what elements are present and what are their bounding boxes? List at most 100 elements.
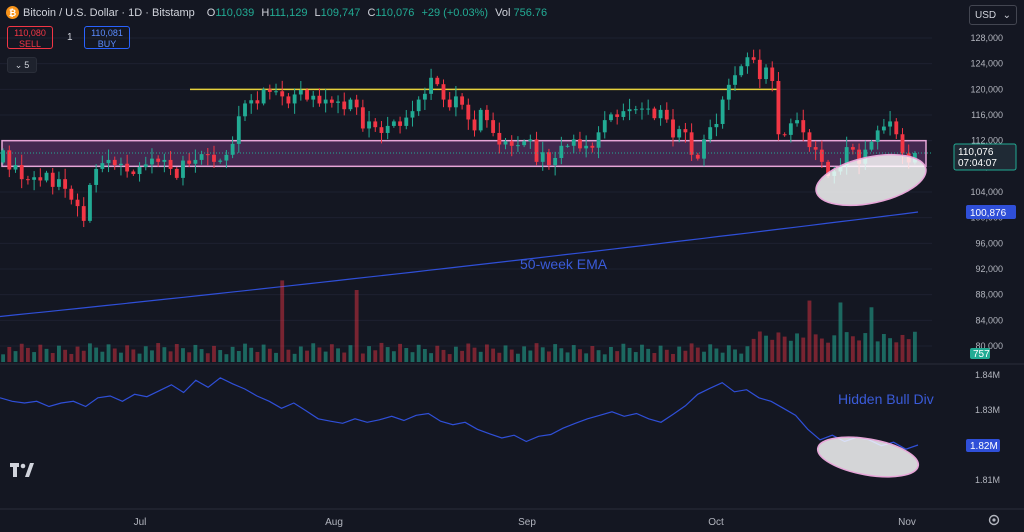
- volume-bar: [243, 343, 247, 362]
- candle-body: [410, 111, 415, 118]
- volume-bar: [391, 351, 396, 362]
- candle-body: [547, 152, 551, 166]
- price-tick-label: 96,000: [975, 238, 1003, 248]
- candle-body: [422, 93, 427, 100]
- price-tick-label: 124,000: [970, 59, 1003, 69]
- volume-bar: [360, 353, 365, 362]
- volume-bar: [367, 346, 371, 362]
- volume-bar: [218, 350, 223, 362]
- candle-body: [50, 172, 55, 187]
- buy-button[interactable]: 110,081 BUY: [84, 26, 130, 49]
- candle-body: [435, 77, 440, 85]
- candle-body: [224, 154, 229, 161]
- volume-bar: [912, 331, 917, 362]
- volume-bar: [571, 345, 576, 362]
- candle: [764, 64, 768, 84]
- candle-body: [243, 103, 247, 117]
- sell-button[interactable]: 110,080 SELL: [7, 26, 53, 49]
- last-price-value: 110,076: [958, 147, 994, 158]
- candle-body: [534, 139, 539, 162]
- time-tick-label: Aug: [325, 517, 343, 528]
- volume-bar: [447, 354, 452, 362]
- volume-readout: 756.76: [513, 6, 548, 19]
- volume-bar: [522, 346, 527, 362]
- candle: [770, 61, 775, 92]
- candle: [528, 134, 533, 149]
- candle: [274, 83, 278, 96]
- candle-body: [764, 67, 768, 80]
- ohlc-readout: O110,039 H111,129 L109,747 C110,076 +29 …: [206, 6, 548, 19]
- candle: [615, 109, 620, 125]
- volume-bar: [745, 346, 750, 362]
- candle-body: [559, 145, 564, 158]
- gear-icon[interactable]: [988, 514, 1000, 526]
- candle-body: [826, 161, 830, 176]
- candle-body: [168, 159, 173, 169]
- candle: [168, 150, 173, 176]
- candle: [174, 166, 179, 180]
- candle-body: [354, 99, 359, 108]
- candle: [398, 116, 402, 134]
- candle: [553, 151, 558, 176]
- time-tick-label: Sep: [518, 517, 536, 528]
- candle-body: [181, 160, 185, 178]
- volume-bar: [602, 354, 607, 362]
- volume-bar: [863, 333, 868, 362]
- volume-bar: [584, 353, 589, 362]
- candle: [19, 154, 24, 189]
- candle: [522, 139, 527, 148]
- candle-body: [720, 99, 725, 124]
- candle: [267, 84, 272, 100]
- volume-bar: [838, 302, 843, 362]
- ema-label: 50-week EMA: [520, 256, 608, 272]
- candle: [286, 93, 291, 109]
- candle: [1, 148, 6, 165]
- candle: [429, 68, 434, 100]
- price-tick-label: 92,000: [975, 264, 1003, 274]
- volume-bar: [348, 345, 353, 362]
- candle-body: [193, 159, 198, 164]
- candle: [720, 96, 725, 129]
- candle: [894, 118, 899, 139]
- candle-body: [212, 154, 216, 162]
- currency-select[interactable]: USD ⌄: [969, 5, 1017, 25]
- volume-bar: [57, 345, 61, 362]
- candle-body: [119, 163, 123, 166]
- volume-bar: [857, 340, 861, 362]
- candle-body: [584, 145, 589, 149]
- candle-body: [7, 150, 12, 170]
- volume-bar: [150, 350, 154, 362]
- last-price-tag: [953, 143, 1017, 171]
- price-tick-label: 80,000: [975, 341, 1003, 351]
- candle-body: [342, 101, 347, 110]
- volume-bar: [801, 337, 806, 362]
- candle-body: [615, 114, 620, 117]
- candle: [782, 132, 787, 137]
- volume-bar: [274, 352, 278, 362]
- volume-bar: [100, 351, 105, 362]
- candle-body: [683, 129, 688, 133]
- candle-body: [317, 95, 322, 104]
- candle-body: [447, 99, 452, 108]
- candle-body: [571, 139, 576, 146]
- candle: [733, 66, 737, 92]
- candle-body: [32, 177, 37, 180]
- candle-body: [261, 89, 266, 104]
- candle: [540, 141, 545, 171]
- candle-body: [13, 165, 18, 170]
- volume-bar: [255, 351, 260, 362]
- candle-body: [398, 121, 402, 126]
- candle: [503, 137, 508, 150]
- candle: [671, 109, 675, 147]
- volume-bar: [671, 353, 675, 362]
- volume-bar: [528, 350, 533, 362]
- volume-bar: [782, 336, 787, 362]
- indicator-tick-label: 1.83M: [975, 405, 1000, 415]
- gear-hub: [992, 518, 996, 522]
- candle: [100, 155, 105, 173]
- symbol-title[interactable]: Bitcoin / U.S. Dollar · 1D · Bitstamp: [23, 6, 195, 19]
- indicators-toggle[interactable]: ⌄ 5: [7, 57, 37, 73]
- price-tick-label: 112,000: [971, 136, 1003, 146]
- volume-bar: [422, 348, 427, 362]
